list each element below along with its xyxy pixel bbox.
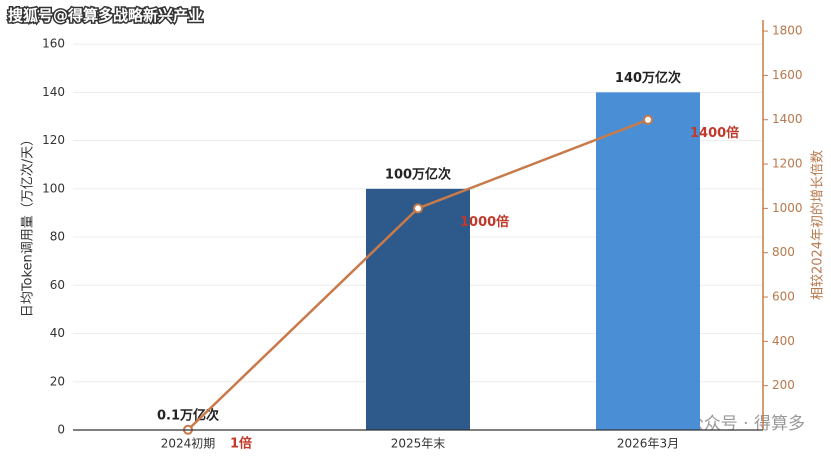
- y-tick-label: 20: [50, 374, 65, 388]
- line-value-label: 1400倍: [690, 125, 739, 141]
- x-tick-label: 2026年3月: [617, 437, 679, 451]
- y2-tick-label: 1000: [772, 201, 803, 215]
- y-tick-label: 120: [42, 133, 65, 147]
- bar: [366, 188, 470, 430]
- y2-tick-label: 400: [772, 334, 795, 348]
- x-tick-label: 2024初期: [161, 437, 216, 451]
- bar-value-label: 0.1万亿次: [157, 407, 219, 423]
- bar-value-label: 100万亿次: [385, 166, 451, 182]
- watermark: 公众号 · 得算多: [687, 414, 805, 434]
- x-tick-label: 2025年末: [391, 437, 446, 451]
- y2-tick-label: 800: [772, 245, 795, 259]
- bar-value-label: 140万亿次: [615, 70, 681, 86]
- line-value-label: 1000倍: [460, 214, 509, 230]
- y2-tick-label: 200: [772, 378, 795, 392]
- y-tick-label: 100: [42, 181, 65, 195]
- y-tick-label: 40: [50, 326, 65, 340]
- line-point: [413, 203, 423, 214]
- y2-tick-label: 1400: [772, 112, 803, 126]
- y-axis-title: 日均Token调用量（万亿次/天）: [20, 133, 36, 317]
- bar: [596, 92, 700, 431]
- y2-tick-label: 1800: [772, 24, 803, 38]
- line-point: [643, 114, 653, 125]
- y-tick-label: 0: [57, 423, 65, 437]
- line-value-label: 1倍: [230, 435, 252, 451]
- y-tick-label: 80: [50, 230, 65, 244]
- y-tick-label: 140: [42, 85, 65, 99]
- y-tick-label: 60: [50, 278, 65, 292]
- y-tick-label: 160: [42, 37, 65, 51]
- y2-axis-title: 相较2024年初的增长倍数: [810, 150, 826, 300]
- watermark: 搜狐号@得算多战略新兴产业: [8, 7, 203, 25]
- y2-tick-label: 1200: [772, 157, 803, 171]
- y2-tick-label: 600: [772, 290, 795, 304]
- y2-tick-label: 1600: [772, 68, 803, 82]
